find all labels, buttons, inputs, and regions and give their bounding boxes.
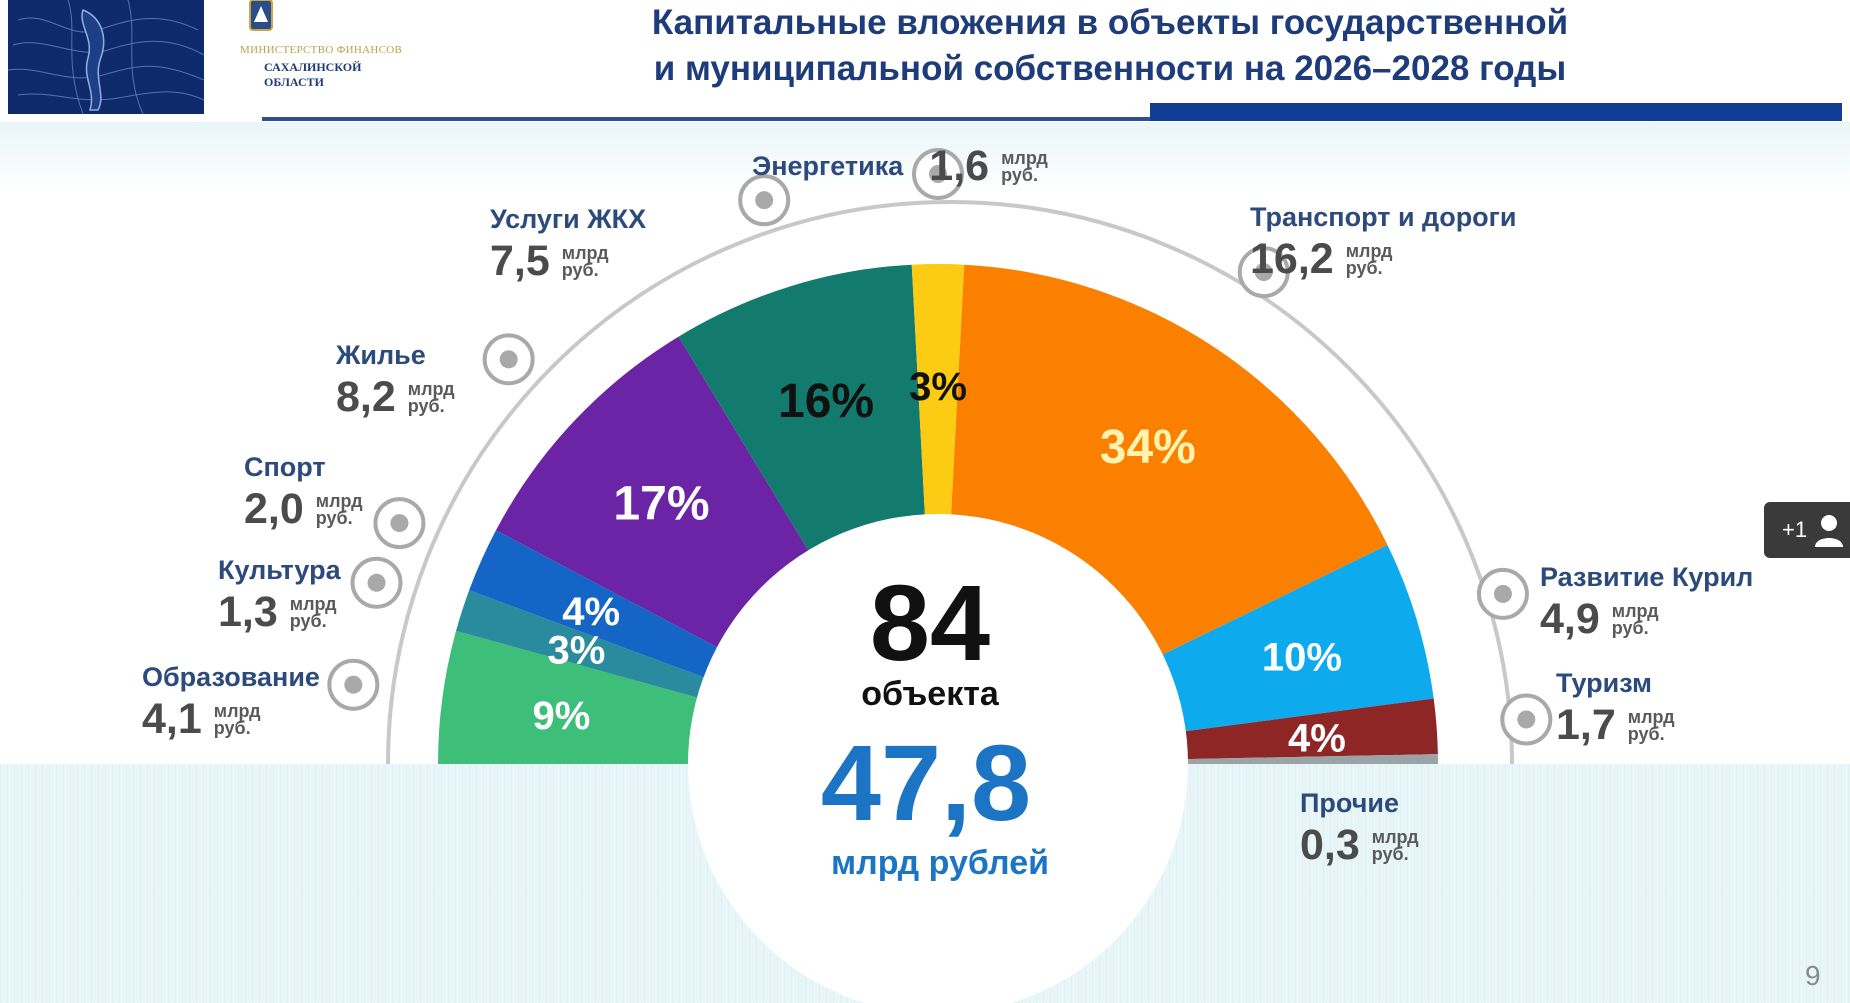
label-education: Образование 4,1 млрд руб. xyxy=(142,662,320,744)
page-title-line2: и муниципальной собственности на 2026–20… xyxy=(653,49,1567,88)
unit-text: млрд руб. xyxy=(213,700,261,738)
label-transport: Транспорт и дороги 16,2 млрд руб. xyxy=(1250,202,1517,284)
title-underline xyxy=(262,117,1412,121)
label-energy-value: 1,6 xyxy=(929,142,990,190)
label-transport-value: 16,2 xyxy=(1250,235,1334,283)
unit-text: млрд руб. xyxy=(1345,240,1393,278)
chart-outer-arc xyxy=(386,200,1514,765)
label-utilities-value: 7,5 xyxy=(490,237,550,285)
energy-icon xyxy=(912,148,964,200)
percent-label-transport: 34% xyxy=(1100,421,1196,474)
unit-text: млрд руб. xyxy=(289,593,337,631)
percent-label-education: 9% xyxy=(533,694,591,738)
label-education-name: Образование xyxy=(142,662,320,692)
label-utilities: Услуги ЖКХ 7,5 млрд руб. xyxy=(490,204,646,286)
education-icon xyxy=(327,658,380,711)
percent-label-energy: 3% xyxy=(909,365,967,409)
total-unit: млрд рублей xyxy=(831,844,1049,882)
label-kurils-name: Развитие Курил xyxy=(1540,562,1754,592)
percent-label-utilities: 16% xyxy=(778,375,874,428)
label-other-name: Прочие xyxy=(1300,788,1400,818)
participants-count: +1 xyxy=(1782,517,1808,542)
culture-icon xyxy=(350,556,403,609)
ministry-name-line1: МИНИСТЕРСТВО ФИНАНСОВ xyxy=(240,44,403,56)
label-kurils-value: 4,9 xyxy=(1540,595,1600,643)
label-kurils: Развитие Курил 4,9 млрд руб. xyxy=(1540,562,1753,644)
label-utilities-name: Услуги ЖКХ xyxy=(490,204,647,234)
label-housing-value: 8,2 xyxy=(336,373,396,421)
unit-text: млрд руб. xyxy=(407,378,455,416)
ministry-logo: МИНИСТЕРСТВО ФИНАНСОВ САХАЛИНСКОЙ ОБЛАСТ… xyxy=(238,0,458,100)
label-energy: Энергетика 1,6 млрд руб. xyxy=(752,142,1048,191)
objects-count: 84 xyxy=(870,562,990,683)
label-tourism-value: 1,7 xyxy=(1556,701,1616,749)
percent-label-housing: 17% xyxy=(613,477,709,530)
percent-label-sport: 4% xyxy=(562,590,620,634)
unit-text: млрд руб. xyxy=(1001,147,1048,185)
unit-text: млрд руб. xyxy=(1371,826,1419,864)
label-culture-value: 1,3 xyxy=(218,588,278,636)
total-amount: 47,8 xyxy=(821,722,1031,843)
unit-text: млрд руб. xyxy=(1611,600,1659,638)
label-culture-name: Культура xyxy=(218,555,341,585)
kurils-icon xyxy=(1476,567,1529,620)
page-title-line1: Капитальные вложения в объекты государст… xyxy=(651,3,1569,42)
unit-text: млрд руб. xyxy=(315,490,363,528)
percent-label-culture: 3% xyxy=(547,628,605,672)
label-housing-name: Жилье xyxy=(336,340,426,370)
page-title: Капитальные вложения в объекты государст… xyxy=(510,0,1710,92)
label-sport-value: 2,0 xyxy=(244,485,304,533)
label-transport-name: Транспорт и дороги xyxy=(1250,202,1517,232)
utilities-icon xyxy=(738,174,791,227)
sakhalin-map-logo xyxy=(8,0,204,114)
person-icon xyxy=(1815,515,1843,547)
percent-label-tourism: 4% xyxy=(1288,716,1346,760)
housing-icon xyxy=(482,333,535,386)
page-number: 9 xyxy=(1805,960,1821,991)
label-energy-name: Энергетика xyxy=(752,151,904,181)
label-tourism: Туризм 1,7 млрд руб. xyxy=(1556,668,1675,750)
label-housing: Жилье 8,2 млрд руб. xyxy=(336,340,455,422)
chart-center-hole xyxy=(688,514,1188,1003)
unit-text: млрд руб. xyxy=(1627,706,1675,744)
percent-label-kurils: 10% xyxy=(1262,635,1342,679)
label-sport-name: Спорт xyxy=(244,452,326,482)
unit-text: млрд руб. xyxy=(561,242,609,280)
participants-badge[interactable]: +1 xyxy=(1764,502,1850,558)
coat-of-arms-icon xyxy=(249,0,273,31)
label-education-value: 4,1 xyxy=(142,695,202,743)
label-tourism-name: Туризм xyxy=(1556,668,1652,698)
tourism-icon xyxy=(1500,693,1553,746)
label-other-value: 0,3 xyxy=(1300,821,1360,869)
title-accent-bar xyxy=(1150,103,1842,121)
transport-icon xyxy=(1237,246,1290,299)
label-other: Прочие 0,3 млрд руб. xyxy=(1300,788,1419,870)
sport-icon xyxy=(373,497,426,550)
ministry-name-region: САХАЛИНСКОЙ ОБЛАСТИ xyxy=(264,60,362,89)
label-culture: Культура 1,3 млрд руб. xyxy=(218,555,341,637)
label-sport: Спорт 2,0 млрд руб. xyxy=(244,452,363,534)
objects-label: объекта xyxy=(861,675,1000,713)
